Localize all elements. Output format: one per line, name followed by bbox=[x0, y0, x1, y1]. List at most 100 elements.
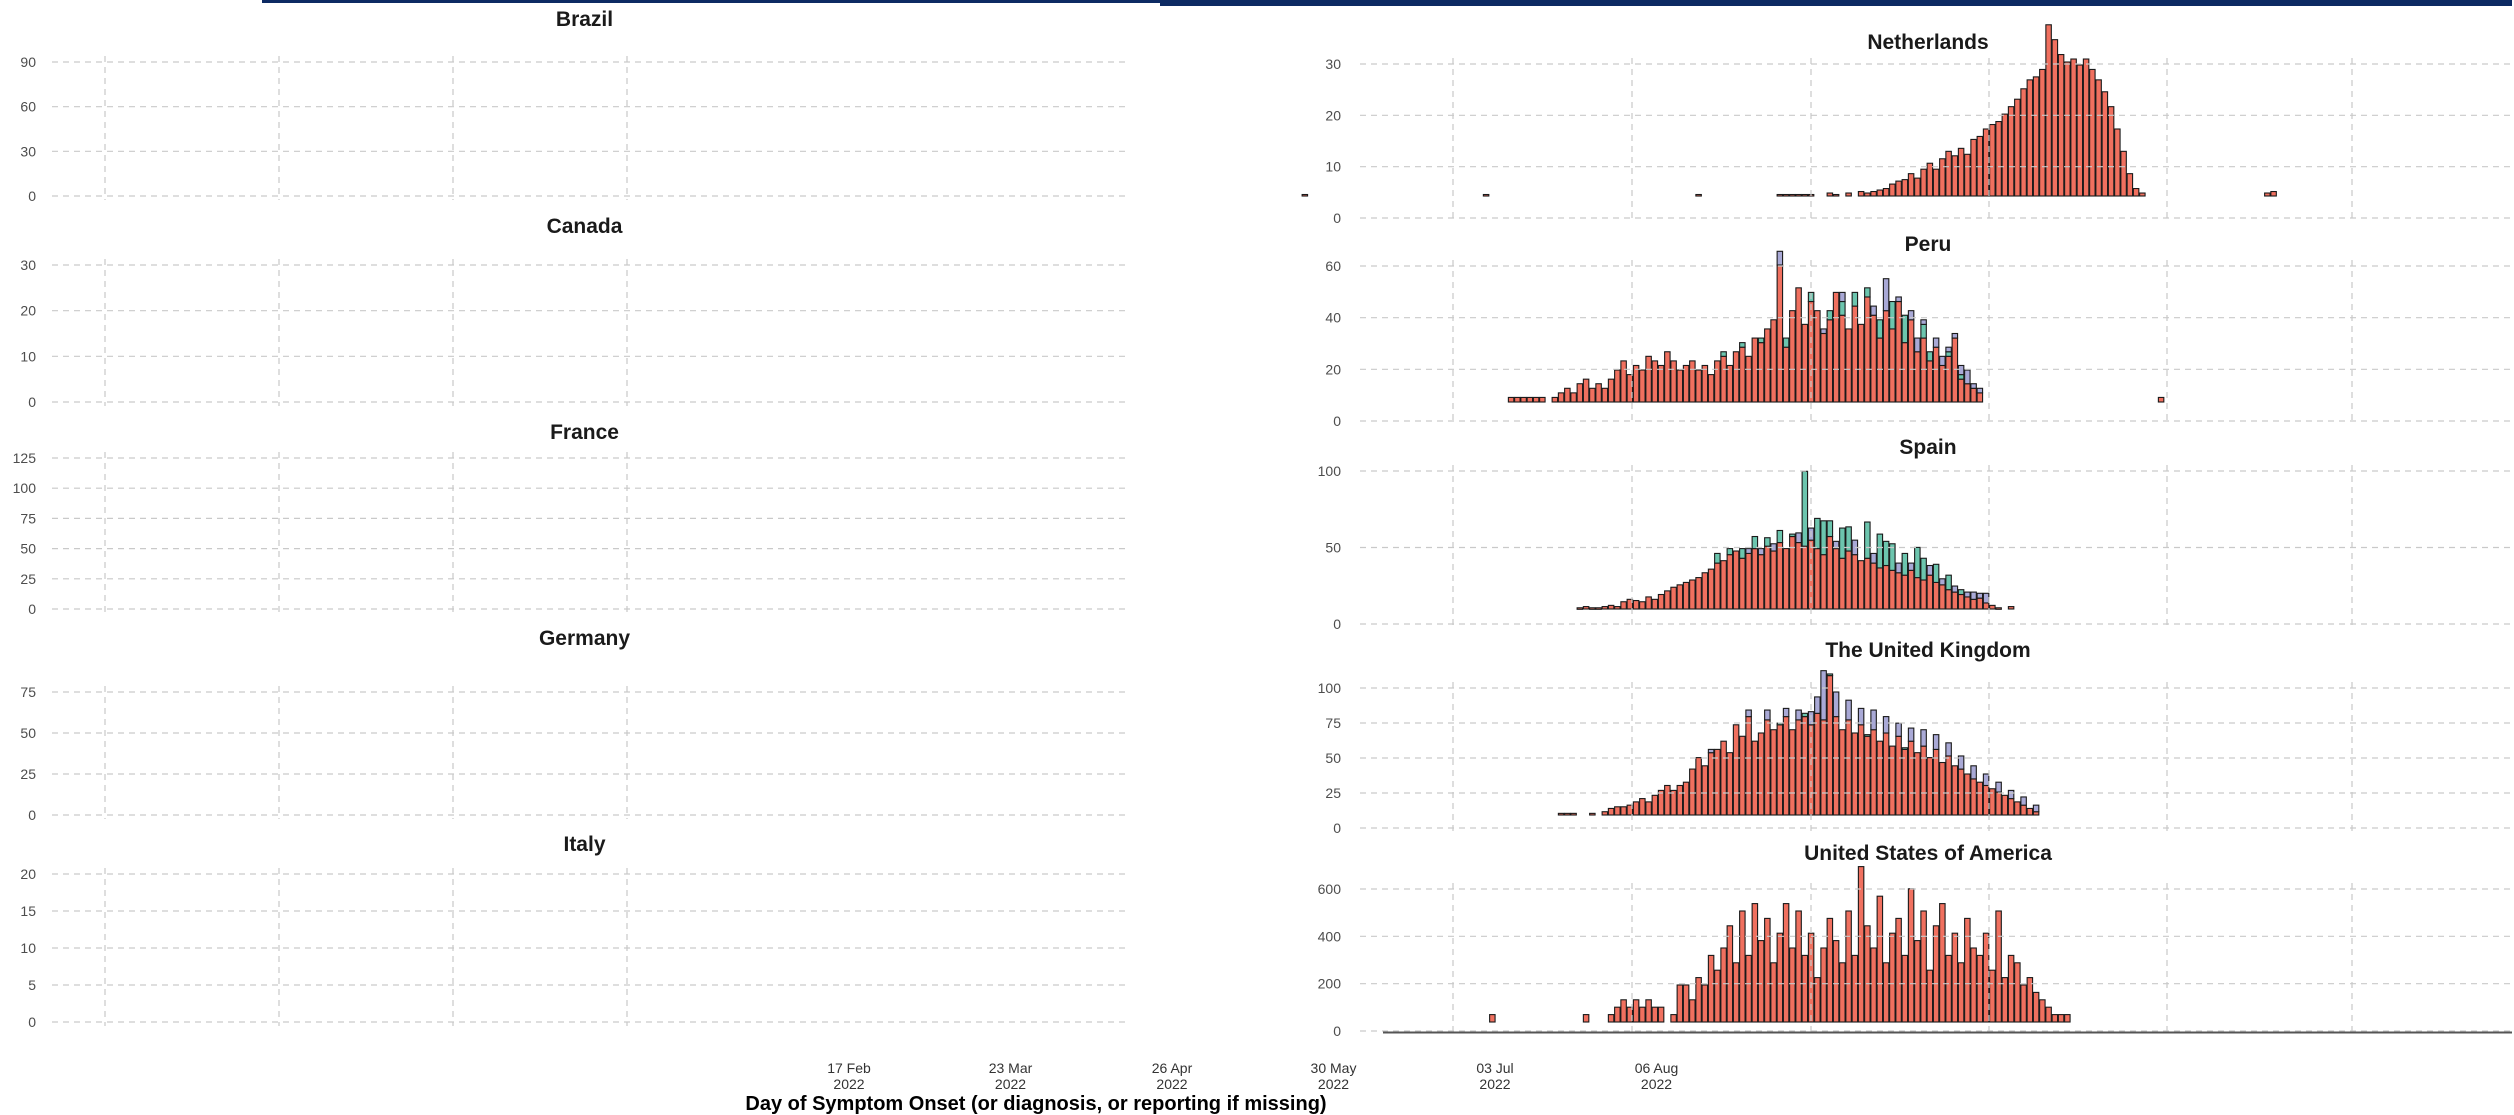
y-tick-label: 0 bbox=[28, 601, 36, 617]
bar bbox=[1982, 784, 1990, 816]
bar bbox=[1657, 1006, 1665, 1023]
bar bbox=[1964, 596, 1971, 610]
bar bbox=[1957, 374, 1965, 380]
bar bbox=[1851, 732, 1859, 816]
y-tick-label: 100 bbox=[1318, 680, 1342, 696]
bar bbox=[1714, 969, 1721, 1023]
bar bbox=[1920, 910, 1927, 1023]
bar bbox=[2020, 804, 2027, 816]
bar bbox=[1764, 709, 1771, 721]
bar bbox=[1864, 296, 1871, 403]
bar bbox=[1882, 962, 1890, 1023]
bar bbox=[1945, 954, 1952, 1023]
bar bbox=[1651, 794, 1659, 816]
bar bbox=[1745, 552, 1752, 610]
bar bbox=[1876, 567, 1884, 610]
bar bbox=[1932, 168, 1940, 197]
bar bbox=[1895, 572, 1902, 610]
bar bbox=[1776, 529, 1784, 544]
bar bbox=[1939, 761, 1946, 816]
bar bbox=[1989, 604, 1996, 610]
bar bbox=[1720, 947, 1727, 1023]
x-tick-label: 17 Feb bbox=[827, 1060, 871, 1076]
bar bbox=[1932, 734, 1940, 750]
bar bbox=[1895, 180, 1902, 197]
bar bbox=[2045, 24, 2052, 197]
bar bbox=[1882, 716, 1890, 734]
bar bbox=[1676, 984, 1684, 1023]
bar bbox=[1614, 606, 1621, 610]
bar bbox=[1907, 727, 1915, 742]
bar bbox=[2001, 977, 2009, 1023]
bar bbox=[1589, 387, 1596, 403]
bar bbox=[1945, 742, 1952, 757]
bar bbox=[1901, 552, 1909, 576]
panel-title: Germany bbox=[539, 627, 630, 650]
bar bbox=[1907, 888, 1915, 1023]
bar bbox=[1839, 291, 1846, 303]
bar bbox=[1845, 550, 1852, 610]
bar bbox=[1620, 999, 1627, 1023]
bar bbox=[1926, 351, 1934, 362]
y-tick-label: 0 bbox=[1333, 1023, 1341, 1039]
bar bbox=[1914, 337, 1921, 353]
bar bbox=[1614, 806, 1621, 816]
bar bbox=[1764, 545, 1771, 610]
bar bbox=[1939, 584, 1946, 610]
bar bbox=[1607, 378, 1615, 403]
panel-united-states-of-america: 0 200 400 600 United States of America bbox=[1318, 842, 2512, 1039]
panel-title: Brazil bbox=[556, 8, 613, 31]
bar bbox=[1932, 748, 1940, 816]
bar bbox=[1782, 903, 1790, 1023]
bar bbox=[1957, 364, 1965, 376]
bar bbox=[1864, 557, 1871, 610]
bar bbox=[1795, 532, 1802, 544]
bar bbox=[2007, 606, 2015, 610]
bar bbox=[1670, 360, 1677, 403]
y-tick-label: 0 bbox=[1333, 616, 1341, 632]
bar bbox=[1639, 601, 1646, 610]
bar bbox=[1845, 699, 1852, 721]
bar bbox=[2082, 58, 2090, 197]
y-tick-label: 100 bbox=[13, 480, 37, 496]
bar bbox=[2001, 794, 2009, 816]
bar bbox=[1645, 801, 1652, 816]
bar bbox=[1970, 947, 1977, 1023]
bar bbox=[1845, 719, 1852, 816]
bar bbox=[1632, 599, 1640, 610]
y-tick-label: 20 bbox=[20, 303, 36, 319]
bar bbox=[2032, 804, 2040, 813]
y-tick-label: 0 bbox=[28, 1014, 36, 1030]
bar bbox=[1901, 342, 1909, 403]
panel-canada: 0 10 20 30 Canada bbox=[20, 215, 2165, 410]
bar bbox=[1957, 147, 1965, 197]
bar bbox=[1582, 1014, 1590, 1023]
panel-title: Netherlands bbox=[1867, 31, 1988, 54]
bar bbox=[1732, 550, 1740, 610]
bar bbox=[1489, 1014, 1496, 1023]
bar bbox=[1870, 562, 1877, 610]
bar bbox=[1676, 784, 1684, 816]
bar bbox=[1870, 729, 1877, 816]
bar bbox=[1976, 781, 1984, 816]
bar bbox=[1739, 548, 1746, 559]
bar bbox=[2014, 962, 2021, 1023]
bar bbox=[1770, 962, 1777, 1023]
bar bbox=[1957, 593, 1965, 610]
bar bbox=[1745, 355, 1752, 403]
bar bbox=[1776, 250, 1784, 266]
bar bbox=[1751, 548, 1759, 610]
bar bbox=[1676, 584, 1684, 610]
bar bbox=[1695, 757, 1702, 816]
bar bbox=[1920, 337, 1927, 403]
bar bbox=[2270, 190, 2277, 197]
bar bbox=[1920, 729, 1927, 747]
bar bbox=[1889, 543, 1896, 571]
bar bbox=[1864, 521, 1871, 559]
bar bbox=[1914, 752, 1921, 816]
bar bbox=[1895, 562, 1902, 574]
bar bbox=[1770, 550, 1777, 610]
bar bbox=[1576, 607, 1584, 610]
bar bbox=[1539, 396, 1546, 403]
